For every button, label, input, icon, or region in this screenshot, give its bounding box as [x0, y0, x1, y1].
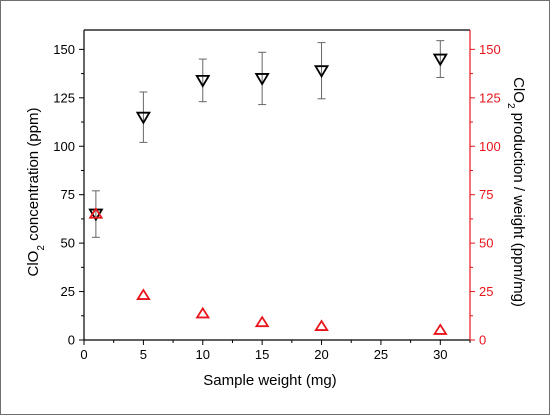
y-left-tick-label: 25 — [61, 284, 75, 299]
y-left-tick-label: 150 — [53, 42, 75, 57]
data-point-concentration — [254, 73, 270, 86]
y-right-tick-label: 25 — [479, 284, 493, 299]
y-right-tick-label: 0 — [479, 333, 486, 348]
data-point-production-per-weight — [254, 315, 270, 328]
y-left-tick-label: 75 — [61, 187, 75, 202]
data-point-concentration — [432, 53, 448, 67]
x-tick-label: 25 — [374, 347, 388, 362]
y-left-tick-label: 50 — [61, 236, 75, 251]
y-axis-right-title: ClO2 production / weight (ppm/mg) — [506, 77, 528, 307]
data-point-concentration — [195, 74, 211, 88]
x-tick-label: 5 — [140, 347, 147, 362]
y-right-tick-label: 75 — [479, 187, 493, 202]
y-axis-right-title-sub: 2 — [506, 103, 517, 109]
y-axis-right-title-post: production / weight (ppm/mg) — [510, 108, 527, 306]
x-tick-label: 20 — [314, 347, 328, 362]
data-point-concentration — [135, 111, 151, 125]
y-left-tick-label: 0 — [68, 333, 75, 348]
y-axis-left-title-post: concentration (ppm) — [25, 108, 42, 246]
series-layer — [88, 40, 448, 335]
x-tick-label: 0 — [80, 347, 87, 362]
data-point-production-per-weight — [432, 323, 448, 335]
y-axis-right: 0 25 50 75 100 125 150 — [470, 42, 501, 348]
x-axis-title: Sample weight (mg) — [203, 372, 336, 389]
data-point-production-per-weight — [314, 319, 329, 331]
y-axis-left-title: ClO2 concentration (ppm) — [25, 108, 47, 277]
data-point-production-per-weight — [88, 206, 104, 219]
data-point-production-per-weight — [136, 288, 151, 300]
y-left-tick-label: 100 — [53, 139, 75, 154]
data-point-concentration — [313, 65, 330, 79]
x-tick-label: 15 — [255, 347, 269, 362]
y-left-tick-label: 125 — [53, 90, 75, 105]
y-axis-left: 0 25 50 75 100 125 150 — [53, 42, 84, 348]
y-right-tick-label: 125 — [479, 90, 501, 105]
x-axis: 0 5 10 15 20 25 30 — [80, 340, 471, 362]
x-tick-label: 30 — [433, 347, 447, 362]
y-right-tick-label: 150 — [479, 42, 501, 57]
y-axis-right-title-pre: ClO — [510, 77, 527, 103]
y-axis-left-title-sub: 2 — [36, 245, 47, 251]
plot-area — [83, 29, 471, 341]
y-right-tick-label: 50 — [479, 236, 493, 251]
y-axis-left-title-pre: ClO — [25, 251, 42, 277]
data-point-production-per-weight — [195, 306, 211, 319]
y-right-tick-label: 100 — [479, 139, 501, 154]
x-tick-label: 10 — [196, 347, 210, 362]
